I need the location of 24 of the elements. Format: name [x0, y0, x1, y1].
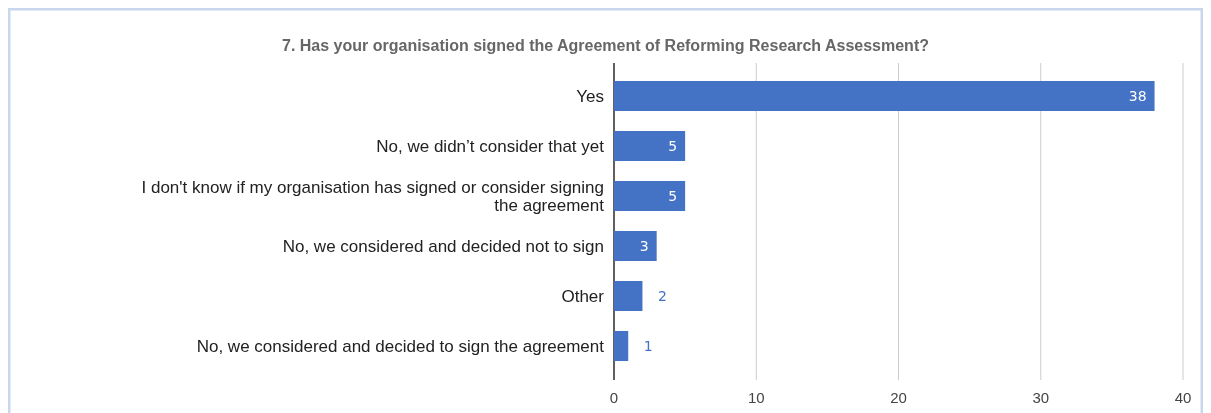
- x-tick-label: 40: [1174, 389, 1192, 406]
- x-tick-label: 0: [609, 389, 619, 406]
- data-label: 2: [657, 287, 667, 304]
- x-tick-label: 20: [890, 389, 907, 406]
- bar: [614, 281, 643, 311]
- bar: [614, 231, 657, 261]
- data-label: 38: [1128, 87, 1147, 104]
- chart-title: 7. Has your organisation signed the Agreement of Reforming Research Assessment?: [282, 37, 929, 54]
- data-label: 3: [639, 237, 649, 254]
- bar: [614, 131, 686, 161]
- bar: [614, 81, 1155, 111]
- y-tick-label: No, we considered and decided to sign the agreement: [196, 336, 605, 356]
- y-tick-label: No, we didn’t consider that yet: [376, 136, 605, 156]
- y-tick-label: Yes: [576, 86, 604, 106]
- bar: [614, 181, 686, 211]
- y-tick-label: No, we considered and decided not to sign: [282, 236, 604, 256]
- data-label: 5: [668, 187, 678, 204]
- x-tick-label: 10: [747, 389, 765, 406]
- y-tick-label: Other: [561, 286, 605, 306]
- bar: [614, 331, 629, 361]
- data-label: 5: [668, 137, 678, 154]
- y-tick-label: I don't know if my organisation has signed or consider signing the agreement: [141, 177, 605, 215]
- data-label: 1: [643, 337, 653, 354]
- x-tick-label: 30: [1032, 389, 1050, 406]
